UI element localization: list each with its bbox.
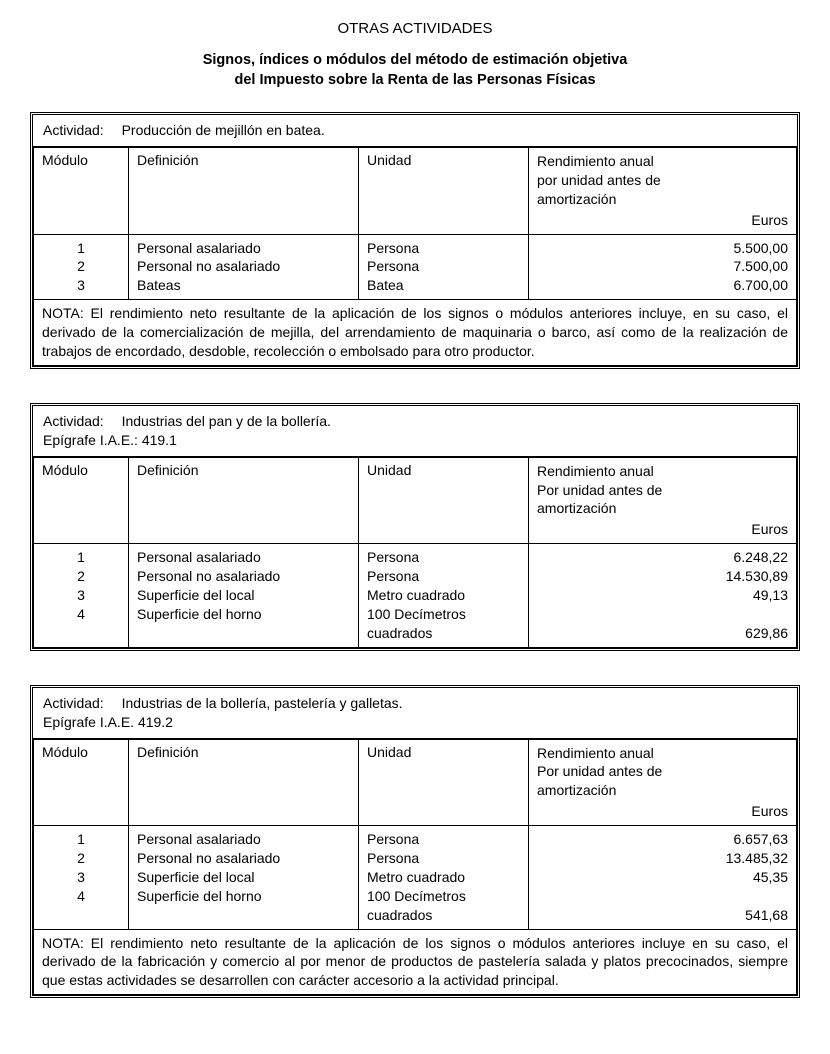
activity-header: Actividad: Industrias del pan y de la bo…	[33, 406, 797, 457]
module-table: MóduloDefiniciónUnidadRendimiento anualp…	[33, 147, 797, 366]
col-header-definicion: Definición	[129, 739, 359, 826]
currency-label: Euros	[537, 520, 788, 539]
col-header-unidad: Unidad	[359, 457, 529, 544]
module-table: MóduloDefiniciónUnidadRendimiento anualP…	[33, 457, 797, 648]
col-header-definicion: Definición	[129, 457, 359, 544]
cell-rendimiento: 5.500,007.500,006.700,00	[529, 234, 797, 300]
activity-header: Actividad: Producción de mejillón en bat…	[33, 115, 797, 147]
actividad-label: Actividad:	[43, 121, 104, 140]
actividad-name: Industrias de la bollería, pastelería y …	[122, 695, 403, 711]
page-title: OTRAS ACTIVIDADES	[30, 20, 800, 37]
page-subtitle: Signos, índices o módulos del método de …	[30, 51, 800, 90]
activity-block: Actividad: Industrias de la bollería, pa…	[30, 685, 800, 998]
subtitle-line-1: Signos, índices o módulos del método de …	[203, 52, 628, 68]
col-header-modulo: Módulo	[34, 739, 129, 826]
cell-definicion: Personal asalariadoPersonal no asalariad…	[129, 234, 359, 300]
col-header-definicion: Definición	[129, 148, 359, 235]
epigrafe-label: Epígrafe I.A.E. 419.2	[43, 714, 173, 730]
activity-header: Actividad: Industrias de la bollería, pa…	[33, 688, 797, 739]
cell-modulo: 1234	[34, 826, 129, 929]
cell-unidad: PersonaPersonaBatea	[359, 234, 529, 300]
col-header-rendimiento: Rendimiento anualPor unidad antes deamor…	[529, 457, 797, 544]
actividad-label: Actividad:	[43, 412, 104, 431]
cell-modulo: 123	[34, 234, 129, 300]
activity-block: Actividad: Industrias del pan y de la bo…	[30, 403, 800, 651]
table-row: 1234Personal asalariadoPersonal no asala…	[34, 826, 797, 929]
actividad-name: Producción de mejillón en batea.	[122, 122, 325, 138]
table-row: 123Personal asalariadoPersonal no asalar…	[34, 234, 797, 300]
cell-modulo: 1234	[34, 544, 129, 647]
cell-definicion: Personal asalariadoPersonal no asalariad…	[129, 544, 359, 647]
activity-block: Actividad: Producción de mejillón en bat…	[30, 112, 800, 369]
subtitle-line-2: del Impuesto sobre la Renta de las Perso…	[234, 72, 595, 88]
cell-rendimiento: 6.657,6313.485,3245,35 541,68	[529, 826, 797, 929]
currency-label: Euros	[537, 211, 788, 230]
col-header-unidad: Unidad	[359, 739, 529, 826]
col-header-rendimiento: Rendimiento anualPor unidad antes deamor…	[529, 739, 797, 826]
col-header-modulo: Módulo	[34, 457, 129, 544]
actividad-name: Industrias del pan y de la bollería.	[122, 413, 331, 429]
nota-cell: NOTA: El rendimiento neto resultante de …	[34, 300, 797, 366]
cell-unidad: PersonaPersonaMetro cuadrado100 Decímetr…	[359, 544, 529, 647]
currency-label: Euros	[537, 802, 788, 821]
actividad-label: Actividad:	[43, 694, 104, 713]
module-table: MóduloDefiniciónUnidadRendimiento anualP…	[33, 739, 797, 996]
table-row: 1234Personal asalariadoPersonal no asala…	[34, 544, 797, 647]
cell-unidad: PersonaPersonaMetro cuadrado100 Decímetr…	[359, 826, 529, 929]
col-header-unidad: Unidad	[359, 148, 529, 235]
nota-cell: NOTA: El rendimiento neto resultante de …	[34, 929, 797, 995]
cell-rendimiento: 6.248,2214.530,8949,13 629,86	[529, 544, 797, 647]
col-header-modulo: Módulo	[34, 148, 129, 235]
epigrafe-label: Epígrafe I.A.E.: 419.1	[43, 432, 177, 448]
cell-definicion: Personal asalariadoPersonal no asalariad…	[129, 826, 359, 929]
col-header-rendimiento: Rendimiento anualpor unidad antes deamor…	[529, 148, 797, 235]
